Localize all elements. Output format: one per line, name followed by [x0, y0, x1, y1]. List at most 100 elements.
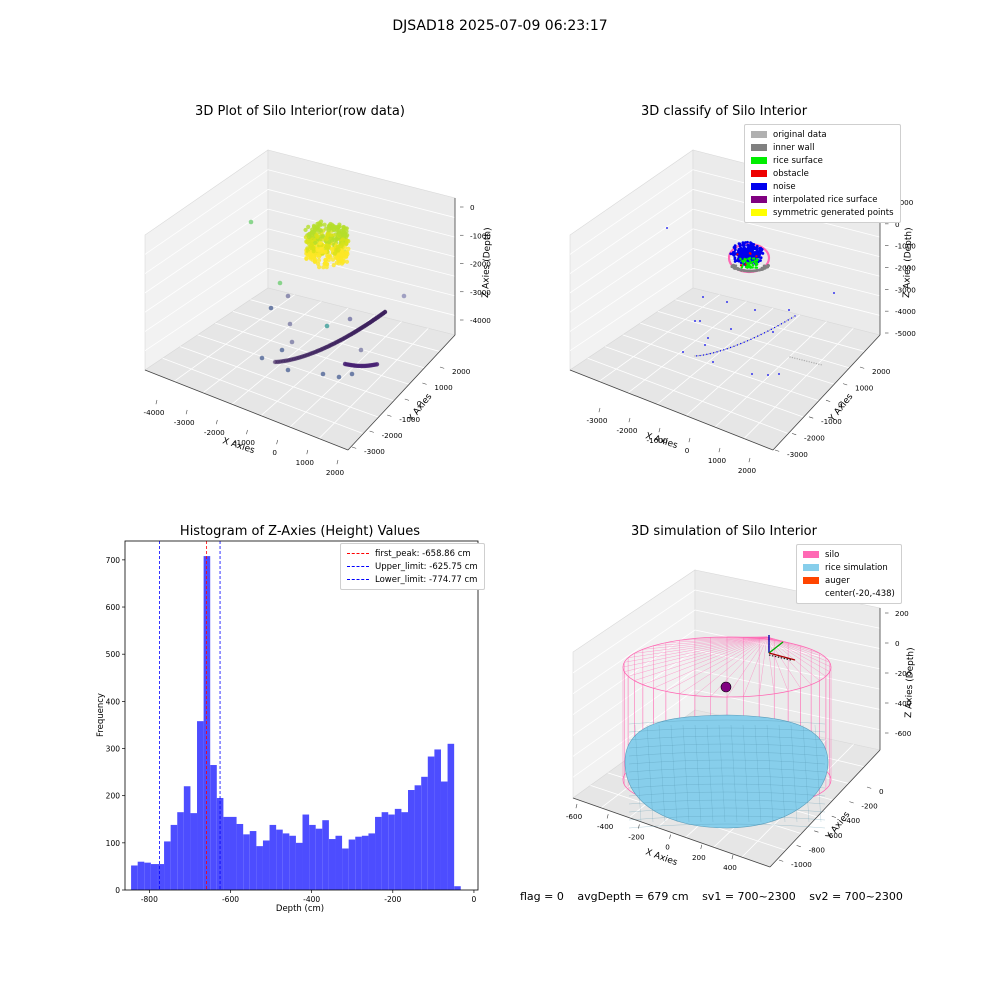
- silo-roof-wire: [743, 636, 768, 697]
- noise-point: [729, 252, 733, 256]
- data-point: [287, 321, 293, 327]
- silo-roof-wire: [759, 636, 768, 639]
- mesh-line: [628, 735, 826, 741]
- simulation-legend: silo rice simulation auger center(-20,-438): [796, 544, 902, 604]
- arc-point: [779, 324, 781, 326]
- arc-point: [784, 321, 786, 323]
- rice-point: [742, 259, 745, 262]
- y-tick-label: 2000: [872, 367, 891, 376]
- x-tick: [246, 429, 248, 435]
- legend-swatch: [751, 209, 767, 216]
- legend-line-sample: [347, 579, 369, 580]
- z-tick-label: -3000: [470, 288, 491, 297]
- grid-line: [144, 169, 269, 255]
- data-point: [304, 256, 309, 261]
- y-tick: [814, 830, 819, 833]
- histogram-bar: [454, 886, 461, 890]
- histogram-bar: [401, 812, 409, 890]
- silo-roof-wire: [766, 636, 830, 663]
- arc-point: [765, 331, 767, 333]
- legend-item: original data: [751, 128, 894, 141]
- arc-point: [743, 341, 745, 343]
- silo-roof-wire: [710, 636, 768, 697]
- x-tick: [276, 439, 278, 445]
- mesh-line: [766, 724, 774, 823]
- y-tick-label: -3000: [787, 450, 808, 459]
- y-tick-label: 0: [879, 787, 884, 796]
- x-tick-label: 0: [685, 446, 690, 455]
- histogram-bar: [355, 836, 362, 890]
- histogram-bar: [210, 765, 217, 890]
- x-axis-line: [569, 369, 774, 451]
- wall-point: [737, 267, 740, 271]
- data-point: [315, 227, 320, 232]
- wall-point: [753, 269, 757, 272]
- histogram-bar: [408, 790, 415, 890]
- x-tick-label: -600: [222, 895, 239, 904]
- data-point: [306, 235, 312, 240]
- legend-swatch: [751, 157, 767, 164]
- noise-point: [757, 252, 761, 255]
- data-point: [325, 253, 330, 259]
- legend-label: symmetric generated points: [773, 207, 894, 218]
- y-tick: [351, 446, 357, 449]
- arc-point: [760, 333, 762, 336]
- arc-point: [768, 329, 771, 331]
- silo-roof-wire: [679, 636, 768, 694]
- data-point: [304, 239, 309, 244]
- histogram-bar: [144, 862, 151, 890]
- data-point: [310, 230, 315, 235]
- y-tick-label: 500: [106, 650, 121, 659]
- y-tick-label: -1000: [791, 860, 812, 869]
- histogram-bar: [236, 823, 244, 890]
- noise-point: [745, 254, 749, 258]
- data-point: [347, 316, 353, 322]
- y-tick-label: 200: [106, 792, 121, 801]
- histogram-bar: [315, 828, 323, 890]
- y-tick-label: -1000: [821, 417, 842, 426]
- arc-point: [806, 360, 808, 362]
- noise-point: [707, 337, 709, 339]
- grid-line: [144, 208, 269, 294]
- axis-arrow-y: [768, 641, 784, 654]
- grid-line: [605, 346, 804, 418]
- figure-title: DJSAD18 2025-07-09 06:23:17: [392, 18, 608, 34]
- grid-line: [657, 311, 850, 369]
- silo-roof-wire: [642, 636, 768, 650]
- classify-3d-plot: -3000 -2000 -1000 0 1000 2000 2000 1000 0 -1000 -2…: [569, 149, 917, 475]
- legend-label: Lower_limit: -774.77 cm: [375, 574, 478, 585]
- silo-roof-wire: [634, 636, 768, 654]
- arc-point: [770, 328, 772, 331]
- classify-zlabel: Z Axies (Depth): [902, 227, 914, 298]
- arc-point: [794, 315, 796, 317]
- mesh-line: [682, 724, 690, 823]
- y-tick: [404, 398, 410, 401]
- noise-point: [746, 240, 749, 244]
- noise-point: [739, 251, 743, 255]
- mesh-line: [628, 751, 826, 757]
- grid-line: [622, 334, 819, 402]
- silo-roof-wire: [758, 636, 768, 696]
- noise-point: [755, 250, 759, 253]
- data-point: [317, 241, 323, 246]
- grid-line: [180, 346, 379, 418]
- legend-item: rice simulation: [803, 561, 895, 574]
- grid-line: [569, 248, 694, 332]
- grid-line: [144, 248, 269, 332]
- arc-point: [777, 325, 779, 327]
- y-tick-label: 600: [106, 603, 121, 612]
- silo-roof-wire: [653, 636, 768, 647]
- x-tick-label: 2000: [738, 466, 757, 475]
- x-tick-label: -1000: [647, 436, 668, 445]
- histogram-chart: -800 -600 -400 -200 00100200300400500600700 …: [96, 540, 479, 914]
- x-tick-label: 1000: [708, 456, 727, 465]
- histogram-bar: [183, 786, 191, 890]
- data-point: [303, 235, 308, 240]
- data-point: [289, 339, 295, 345]
- y-tick-label: 400: [106, 697, 121, 706]
- mesh-line: [790, 724, 798, 823]
- wall-point: [739, 268, 742, 272]
- histogram-bar: [137, 861, 145, 890]
- classify-axis-ticks: -3000 -2000 -1000 0 1000 2000 2000 1000 0 -1000 -2…: [587, 198, 917, 475]
- data-point: [285, 367, 291, 373]
